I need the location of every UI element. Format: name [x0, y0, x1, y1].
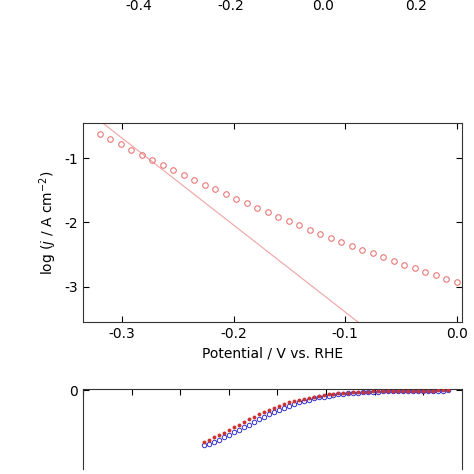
X-axis label: Potential / V vs. RHE: Potential / V vs. RHE: [202, 346, 343, 361]
Y-axis label: log ($j$ / A cm$^{-2}$): log ($j$ / A cm$^{-2}$): [37, 170, 59, 274]
